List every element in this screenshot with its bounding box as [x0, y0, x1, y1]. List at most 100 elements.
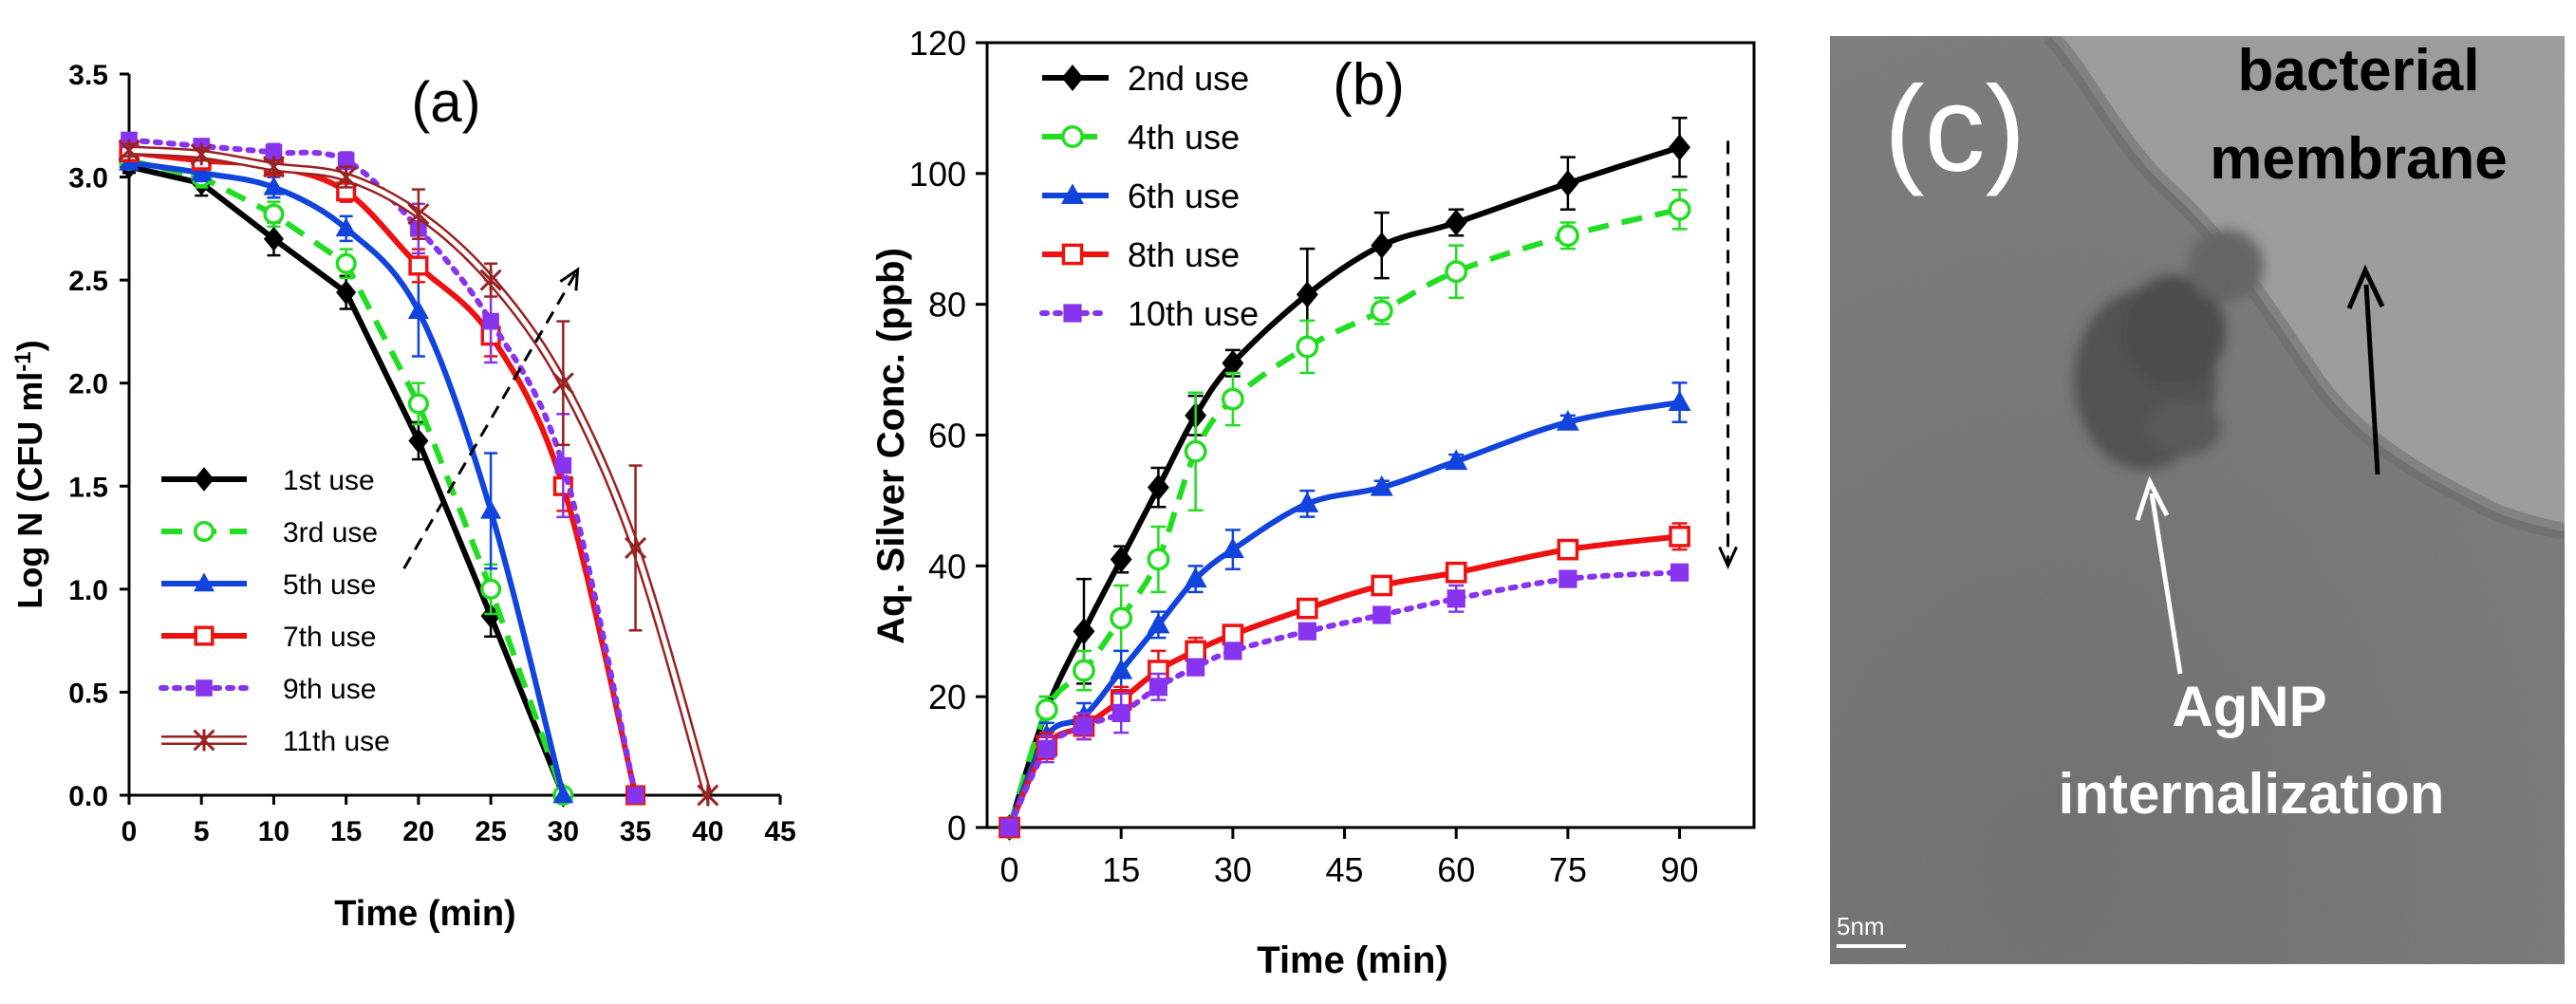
panel-a-y-tick-label: 2.0: [68, 369, 108, 400]
panel-b-y-tick-label: 80: [928, 286, 966, 325]
panel-a-x-tick-label: 45: [764, 816, 795, 847]
panel-b-data-point: [1556, 410, 1579, 431]
panel-b-y-tick-label: 100: [909, 155, 966, 194]
panel-a-data-point: [407, 393, 429, 415]
panel-b-y-tick-label: 120: [909, 24, 966, 63]
panel-a-data-point: [335, 166, 358, 189]
panel-b-legend-item: 2nd use: [1042, 59, 1249, 98]
panel-b-data-point: [1222, 623, 1244, 646]
panel-b-axes: 0 15 30 45 60 75 90 0 20 40 60 80 100 120: [909, 24, 1756, 889]
panel-b-data-point: [1371, 574, 1393, 597]
panel-a-data-point: [407, 300, 429, 319]
panel-b-data-point: [1296, 492, 1319, 512]
panel-a-x-tick-label: 30: [548, 816, 579, 847]
panel-b-x-tick-label: 15: [1102, 850, 1140, 889]
panel-a-data-point: [554, 456, 572, 474]
panel-b-data-point: [1110, 546, 1132, 573]
panel-a-legend-marker: [193, 729, 215, 752]
panel-c: (c) bacterial membrane AgNP internalizat…: [1830, 36, 2565, 964]
panel-b-legend-label: 6th use: [1128, 177, 1240, 215]
panel-a-y-tick-label: 2.5: [68, 266, 108, 297]
panel-b-trend-arrow: [1718, 140, 1738, 569]
panel-a-data-point: [263, 176, 285, 195]
panel-a-data-point: [482, 312, 499, 330]
panel-b-legend-label: 2nd use: [1128, 59, 1249, 98]
panel-a-x-tick-label: 5: [194, 816, 210, 847]
panel-a-data-point: [265, 143, 283, 161]
panel-b-legend-item: 10th use: [1039, 294, 1259, 333]
panel-a-legend-label: 7th use: [283, 622, 376, 653]
panel-b-data-point: [1148, 678, 1168, 697]
panel-b-data-point: [1221, 537, 1244, 559]
panel-b-series-line-2: [1006, 206, 1681, 828]
panel-b-data-point: [1556, 224, 1579, 248]
panel-b-data-point: [1147, 612, 1170, 634]
panel-b-y-tick-label: 60: [928, 417, 966, 456]
panel-a-y-tick-label: 1.0: [68, 575, 108, 606]
panel-a-data-point: [480, 499, 502, 519]
panel-a-x-tick-label: 35: [620, 816, 651, 847]
panel-b-y-axis-title: Aq. Silver Conc. (ppb): [870, 248, 912, 644]
panel-b-data-point: [1559, 569, 1577, 588]
panel-a-x-tick-label: 0: [121, 816, 138, 847]
panel-a-series-line-4: [128, 149, 639, 796]
panel-b-data-point: [1297, 622, 1316, 641]
panel-b-legend-item: 6th use: [1042, 177, 1240, 215]
panel-b-series-line-1: [1006, 144, 1681, 828]
panel-a-trend-arrow: [402, 267, 580, 569]
panel-b-legend-marker: [1061, 243, 1084, 266]
panel-a-legend-marker: [196, 679, 213, 697]
panel-b-data-point: [1037, 739, 1056, 758]
panel-b: 0 15 30 45 60 75 90 0 20 40 60 80 100 120 (b) Time (m…: [870, 24, 1756, 981]
panel-a-data-point: [479, 269, 502, 291]
panel-b-data-point: [1370, 299, 1393, 323]
panel-a-legend-item: 11th use: [161, 726, 390, 757]
panel-a-legend-marker: [194, 467, 215, 492]
panel-b-data-point: [1296, 335, 1319, 359]
panel-b-legend-label: 10th use: [1128, 294, 1259, 333]
panel-b-x-axis-title: Time (min): [1257, 939, 1448, 981]
panel-b-legend-label: 8th use: [1128, 235, 1240, 274]
panel-b-y-tick-label: 40: [928, 547, 966, 586]
panel-a-series: [118, 131, 719, 808]
panel-a-data-point: [335, 252, 357, 274]
panel-a-data-point: [263, 226, 284, 251]
panel-b-data-point: [1445, 260, 1468, 284]
panel-a-x-tick-label: 15: [330, 816, 362, 847]
panel-b-data-point: [1371, 232, 1393, 259]
panel-a-data-point: [552, 784, 574, 804]
panel-b-data-point: [1445, 561, 1467, 584]
panel-b-data-point: [1110, 659, 1133, 679]
panel-a-y-tick-label: 1.5: [68, 472, 108, 503]
panel-b-data-point: [1668, 197, 1691, 221]
panel-a-data-point: [626, 787, 644, 804]
panel-b-data-point: [1184, 567, 1207, 588]
panel-b-data-point: [1074, 716, 1093, 735]
panel-b-label: (b): [1333, 52, 1405, 118]
panel-b-x-tick-label: 0: [1000, 850, 1019, 889]
panel-a-data-point: [625, 536, 647, 559]
panel-a-x-tick-label: 20: [402, 816, 434, 847]
panel-b-data-point: [1670, 563, 1689, 582]
panel-a-data-point: [262, 156, 285, 178]
panel-b-data-point: [1073, 618, 1095, 645]
panel-a: 0 5 10 15 20 25 30 35 40 45 0.0 0.5 1.0 1.5 2.0 2.5 3.0 3…: [10, 60, 796, 934]
panel-b-data-point: [1557, 170, 1579, 197]
panel-a-legend-marker: [193, 520, 215, 543]
panel-a-legend-item: 9th use: [159, 674, 376, 705]
panel-b-legend: 2nd use 4th use 6th use 8th use 10th use: [1039, 59, 1259, 333]
panel-b-data-point: [1110, 606, 1133, 630]
panel-a-y-tick-label: 0.0: [68, 781, 108, 812]
panel-a-data-point: [191, 161, 213, 181]
panel-b-data-point: [999, 818, 1019, 837]
panel-a-x-tick-label: 40: [692, 816, 723, 847]
panel-c-label: (c): [1884, 62, 2025, 197]
panel-a-legend-label: 3rd use: [283, 517, 378, 548]
panel-b-series-line-3: [1006, 400, 1681, 829]
panel-b-data-point: [1669, 525, 1690, 548]
panel-b-data-point: [1557, 538, 1579, 561]
panel-b-series-line-5: [1006, 569, 1683, 830]
panel-a-x-tick-label: 25: [475, 816, 506, 847]
panel-b-legend-marker: [1061, 65, 1084, 91]
